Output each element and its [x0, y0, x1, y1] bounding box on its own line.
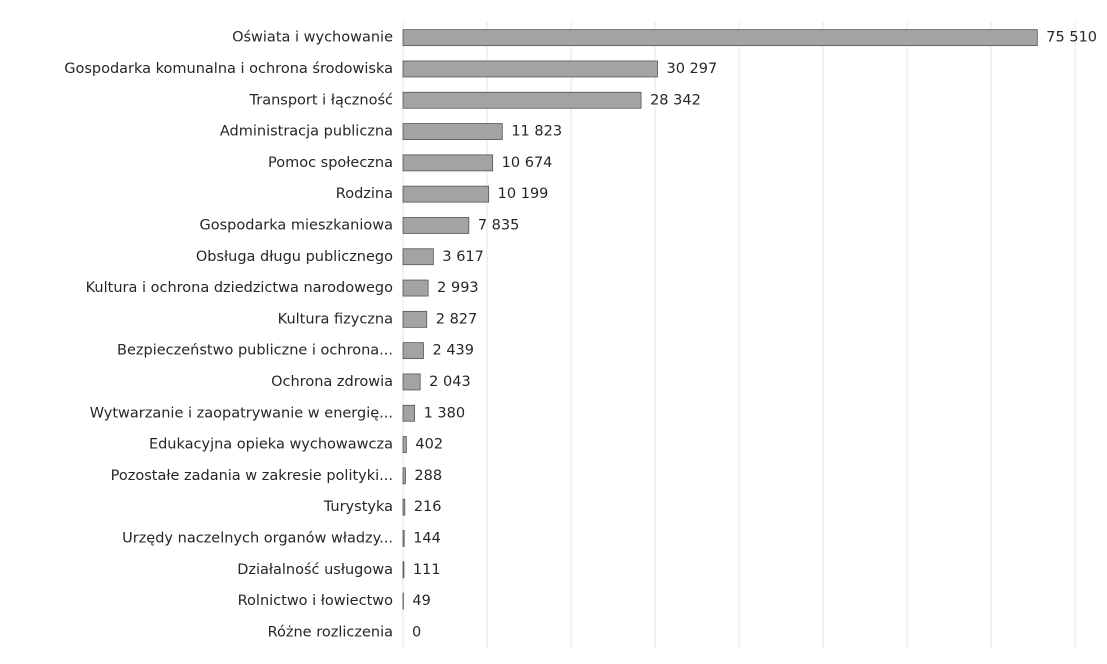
- y-tick-label: Edukacyjna opieka wychowawcza: [149, 437, 393, 453]
- bar: [402, 373, 421, 391]
- y-tick-label: Rodzina: [336, 186, 393, 202]
- y-tick-label: Pomoc społeczna: [268, 155, 393, 171]
- bar: [402, 91, 642, 109]
- y-tick-label: Turystyka: [323, 499, 393, 515]
- y-tick-label: Rolnictwo i łowiectwo: [238, 593, 393, 609]
- data-label: 111: [413, 562, 441, 578]
- bar: [402, 29, 1038, 47]
- y-tick-label: Różne rozliczenia: [268, 624, 393, 640]
- bar: [402, 342, 424, 360]
- y-tick-label: Wytwarzanie i zaopatrywanie w energię...: [90, 405, 393, 421]
- data-label: 0: [412, 624, 421, 640]
- bar: [402, 436, 407, 453]
- y-tick-label: Bezpieczeństwo publiczne i ochrona...: [117, 343, 393, 359]
- bar: [402, 467, 406, 485]
- bar: [402, 217, 470, 234]
- y-tick-label: Kultura i ochrona dziedzictwa narodowego: [86, 280, 393, 296]
- data-label: 28 342: [650, 92, 701, 108]
- y-tick-label: Gospodarka mieszkaniowa: [199, 217, 393, 233]
- data-label: 11 823: [511, 124, 562, 140]
- data-label: 7 835: [478, 217, 520, 233]
- data-label: 75 510: [1046, 30, 1097, 46]
- y-tick-label: Pozostałe zadania w zakresie polityki...: [111, 468, 393, 484]
- data-label: 216: [414, 499, 442, 515]
- y-tick-label: Administracja publiczna: [220, 124, 393, 140]
- data-label: 2 043: [429, 374, 471, 390]
- bar: [402, 530, 405, 547]
- data-label: 3 617: [442, 249, 484, 265]
- data-label: 288: [414, 468, 442, 484]
- bar: [402, 123, 503, 140]
- bar: [402, 404, 415, 422]
- data-label: 402: [415, 437, 443, 453]
- y-tick-label: Oświata i wychowanie: [232, 30, 393, 46]
- y-tick-label: Działalność usługowa: [237, 562, 393, 578]
- bar: [402, 248, 434, 266]
- bar: [402, 60, 658, 78]
- bar: [402, 310, 428, 328]
- bar: [402, 279, 429, 297]
- data-label: 1 380: [424, 405, 466, 421]
- data-label: 2 439: [432, 343, 474, 359]
- data-label: 2 993: [437, 280, 479, 296]
- data-label: 2 827: [436, 311, 478, 327]
- data-label: 10 674: [502, 155, 553, 171]
- data-label: 49: [412, 593, 430, 609]
- y-tick-label: Gospodarka komunalna i ochrona środowisk…: [64, 61, 393, 77]
- bar: [402, 561, 405, 579]
- bar: [402, 498, 406, 516]
- bar: [402, 154, 494, 172]
- y-tick-label: Transport i łączność: [249, 92, 393, 108]
- data-label: 30 297: [666, 61, 717, 77]
- y-tick-label: Urzędy naczelnych organów władzy...: [122, 530, 393, 546]
- data-label: 144: [413, 530, 441, 546]
- data-label: 10 199: [498, 186, 549, 202]
- bar: [402, 185, 490, 203]
- y-tick-label: Ochrona zdrowia: [271, 374, 393, 390]
- y-tick-label: Obsługa długu publicznego: [196, 249, 393, 265]
- y-tick-label: Kultura fizyczna: [278, 311, 393, 327]
